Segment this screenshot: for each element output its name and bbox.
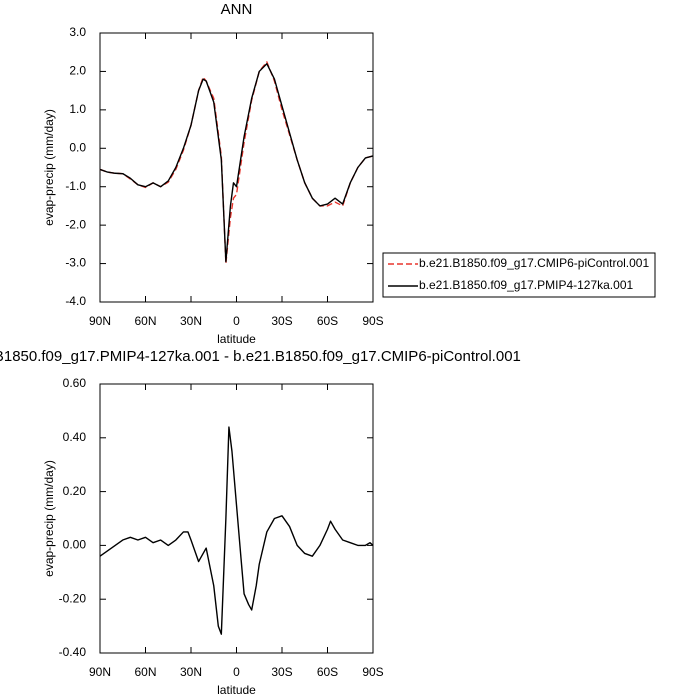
y-tick-label: 2.0 (69, 64, 86, 78)
y-tick-label: 0.0 (69, 140, 86, 154)
y-axis-label: evap-precip (mm/day) (42, 460, 56, 577)
x-tick-label: 90S (362, 314, 383, 328)
x-tick-label: 30N (180, 665, 202, 679)
data-line (99, 61, 374, 265)
chart-title: ANN (221, 1, 253, 18)
data-line (99, 63, 374, 263)
x-tick-label: 60N (134, 665, 156, 679)
x-tick-label: 60N (134, 314, 156, 328)
y-tick-label: 3.0 (69, 25, 86, 39)
x-tick-label: 60S (317, 314, 338, 328)
data-line (99, 426, 374, 635)
x-tick-label: 30S (271, 314, 292, 328)
y-tick-label: 1.0 (69, 102, 86, 116)
plot-frame (99, 383, 374, 654)
x-tick-label: 30S (271, 665, 292, 679)
y-tick-label: -0.20 (59, 591, 87, 605)
x-tick-label: 0 (233, 314, 240, 328)
x-tick-label: 0 (233, 665, 240, 679)
y-tick-label: -1.0 (65, 179, 86, 193)
x-axis-label: latitude (217, 683, 256, 697)
y-tick-label: -4.0 (65, 294, 86, 308)
legend-label: b.e21.B1850.f09_g17.PMIP4-127ka.001 (419, 278, 633, 292)
y-tick-label: 0.60 (63, 376, 87, 390)
legend-label: b.e21.B1850.f09_g17.CMIP6-piControl.001 (419, 256, 649, 270)
y-tick-label: 0.00 (63, 538, 87, 552)
y-tick-label: -0.40 (59, 645, 87, 659)
y-tick-label: 0.40 (63, 430, 87, 444)
x-axis-label: latitude (217, 332, 256, 346)
y-tick-label: -2.0 (65, 217, 86, 231)
y-tick-label: 0.20 (63, 484, 87, 498)
y-axis-label: evap-precip (mm/day) (42, 109, 56, 226)
x-tick-label: 90S (362, 665, 383, 679)
x-tick-label: 90N (89, 665, 111, 679)
legend-box (382, 252, 656, 298)
chart-title: b.e21.B1850.f09_g17.PMIP4-127ka.001 - b.… (0, 348, 521, 365)
plot-frame (99, 32, 374, 303)
x-tick-label: 30N (180, 314, 202, 328)
y-tick-label: -3.0 (65, 256, 86, 270)
x-tick-label: 60S (317, 665, 338, 679)
x-tick-label: 90N (89, 314, 111, 328)
